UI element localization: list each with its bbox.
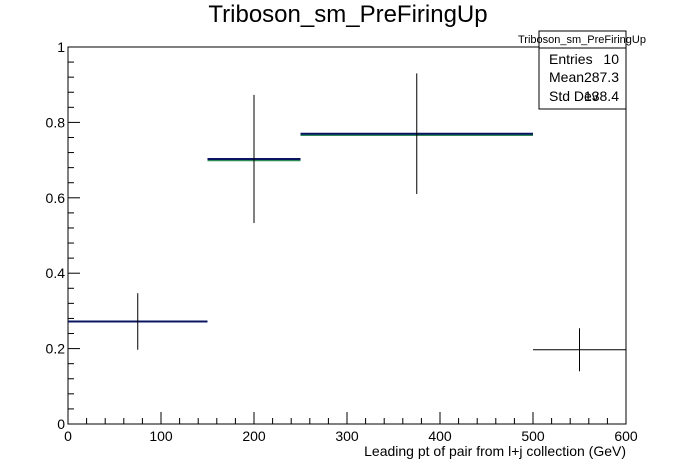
- stats-mean-label: Mean: [549, 69, 584, 85]
- x-tick-label: 0: [64, 428, 72, 444]
- x-tick-label: 100: [149, 428, 173, 444]
- stats-mean-value: 287.3: [584, 69, 619, 85]
- y-tick-label: 0.8: [46, 114, 66, 130]
- stats-box-title: Triboson_sm_PreFiringUp: [518, 34, 646, 46]
- y-tick-label: 1: [57, 39, 65, 55]
- stats-entries-label: Entries: [549, 51, 593, 67]
- y-tick-label: 0.6: [46, 190, 66, 206]
- histogram-bin: [533, 328, 626, 372]
- histogram-bins: [68, 73, 626, 372]
- x-tick-label: 300: [335, 428, 359, 444]
- y-tick-label: 0: [57, 416, 65, 432]
- stats-entries-value: 10: [603, 51, 619, 67]
- x-tick-label: 500: [521, 428, 545, 444]
- histogram-bin: [68, 293, 208, 350]
- x-axis: 0 100 200 300 400 500 600: [64, 412, 638, 444]
- histogram-bin: [207, 94, 301, 224]
- y-tick-label: 0.4: [46, 265, 66, 281]
- x-axis-title: Leading pt of pair from l+j collection (…: [364, 443, 626, 459]
- stats-box: Triboson_sm_PreFiringUp Entries 10 Mean …: [518, 30, 646, 110]
- stats-stddev-value: 138.4: [584, 88, 619, 104]
- stats-box-frame: [538, 30, 627, 110]
- stats-stddev-label: Std Dev: [549, 88, 599, 104]
- y-tick-label: 0.2: [46, 341, 66, 357]
- chart-title: Triboson_sm_PreFiringUp: [208, 1, 487, 28]
- x-tick-label: 600: [614, 428, 638, 444]
- x-tick-label: 400: [428, 428, 452, 444]
- x-tick-label: 200: [242, 428, 266, 444]
- y-axis: 0 0.2 0.4 0.6 0.8 1: [46, 39, 80, 432]
- histogram-bin: [300, 73, 533, 195]
